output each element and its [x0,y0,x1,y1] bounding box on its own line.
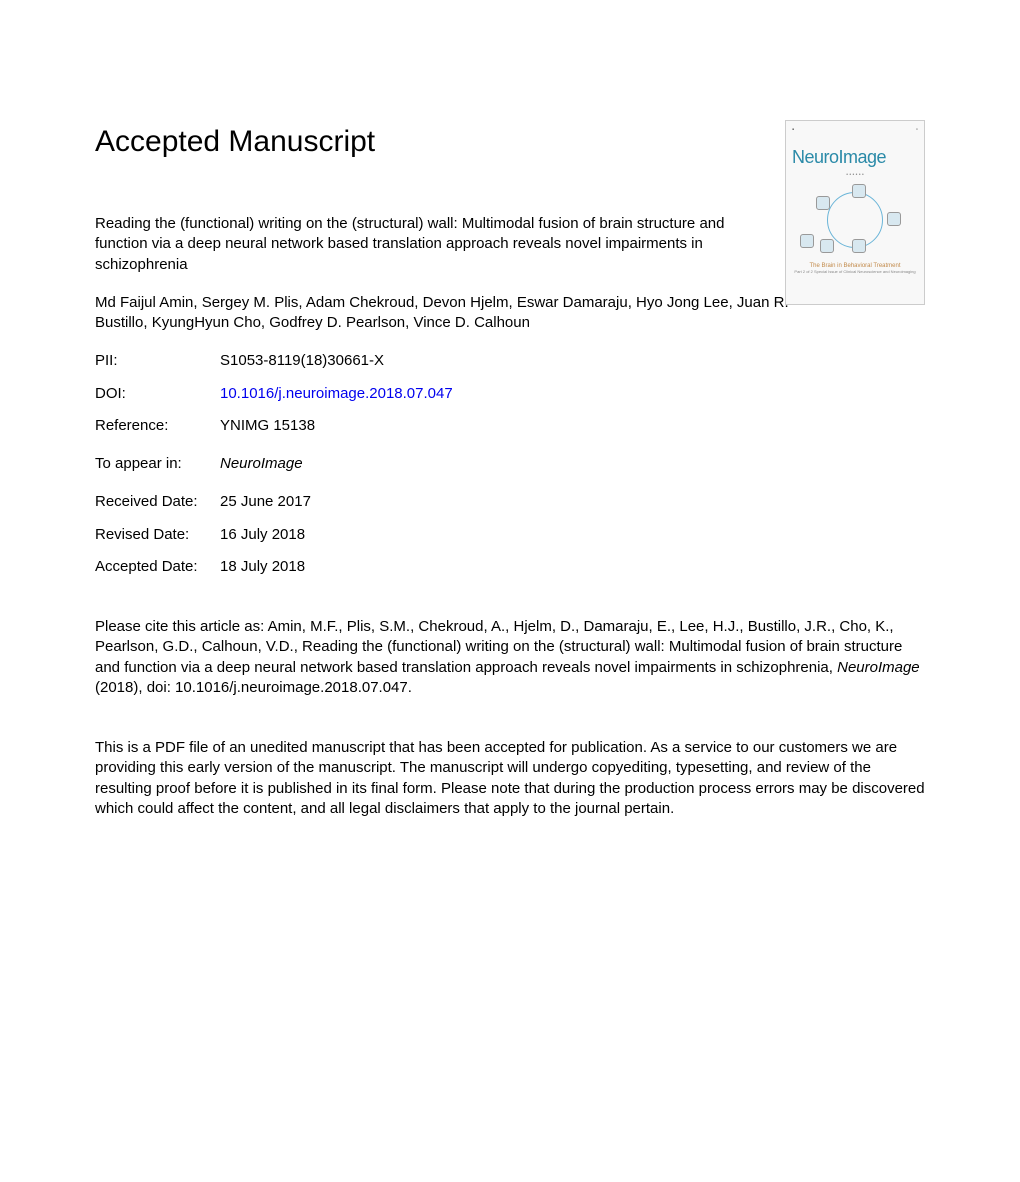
cover-diagram [792,184,918,259]
citation-suffix: (2018), doi: 10.1016/j.neuroimage.2018.0… [95,679,412,696]
journal-name: NeuroImage [792,147,918,168]
diagram-node [820,239,834,253]
meta-label: Received Date: [95,492,220,512]
journal-subtitle: • • • • • • [792,172,918,178]
meta-label: Revised Date: [95,525,220,545]
journal-cover-thumbnail: ▪ ▫ NeuroImage • • • • • • The Brain in … [785,120,925,305]
meta-label: PII: [95,351,220,371]
diagram-node [800,234,814,248]
citation-journal: NeuroImage [837,659,920,676]
meta-row-received: Received Date: 25 June 2017 [95,492,925,512]
meta-label: DOI: [95,384,220,404]
article-title: Reading the (functional) writing on the … [95,214,765,275]
meta-value-revised: 16 July 2018 [220,525,305,545]
meta-row-revised: Revised Date: 16 July 2018 [95,525,925,545]
authors-list: Md Faijul Amin, Sergey M. Plis, Adam Che… [95,293,795,334]
diagram-node [816,196,830,210]
meta-row-pii: PII: S1053-8119(18)30661-X [95,351,925,371]
publisher-mark: ▪ [792,127,794,145]
meta-row-doi: DOI: 10.1016/j.neuroimage.2018.07.047 [95,384,925,404]
diagram-node [887,212,901,226]
meta-value-accepted: 18 July 2018 [220,557,305,577]
cover-footer-sub: Part 2 of 2 Special Issue of Clinical Ne… [792,269,918,274]
meta-value-doi-link[interactable]: 10.1016/j.neuroimage.2018.07.047 [220,384,453,404]
meta-label: To appear in: [95,454,220,474]
diagram-node [852,239,866,253]
meta-row-appear: To appear in: NeuroImage [95,454,925,474]
meta-value-reference: YNIMG 15138 [220,416,315,436]
meta-value-pii: S1053-8119(18)30661-X [220,351,384,371]
meta-row-reference: Reference: YNIMG 15138 [95,416,925,436]
manuscript-page: Accepted Manuscript ▪ ▫ NeuroImage • • •… [95,125,925,819]
cover-corner: ▫ [916,127,918,145]
cover-top-row: ▪ ▫ [792,127,918,145]
citation-prefix: Please cite this article as: Amin, M.F.,… [95,618,902,676]
meta-label: Reference: [95,416,220,436]
disclaimer-paragraph: This is a PDF file of an unedited manusc… [95,738,925,819]
meta-value-received: 25 June 2017 [220,492,311,512]
citation-paragraph: Please cite this article as: Amin, M.F.,… [95,617,925,698]
metadata-table: PII: S1053-8119(18)30661-X DOI: 10.1016/… [95,351,925,577]
meta-value-journal: NeuroImage [220,454,303,474]
meta-label: Accepted Date: [95,557,220,577]
meta-row-accepted: Accepted Date: 18 July 2018 [95,557,925,577]
diagram-node [852,184,866,198]
